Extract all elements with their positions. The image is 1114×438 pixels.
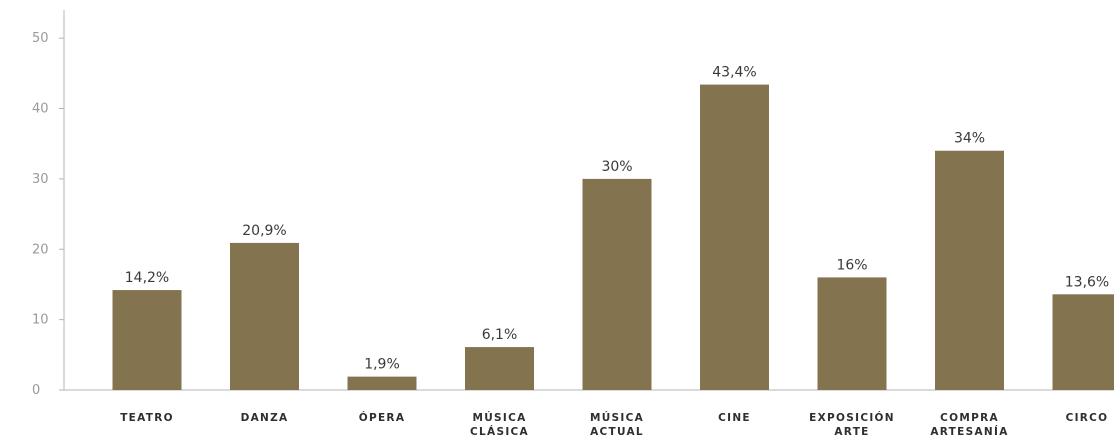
x-tick-label: COMPRA ARTESANÍA [930, 412, 1008, 438]
y-tick-label: 10 [32, 313, 49, 328]
data-label: 6,1% [482, 327, 518, 343]
data-label: 43,4% [712, 65, 756, 81]
x-tick-label-line: MÚSICA [472, 411, 526, 424]
x-tick-label-line: ARTESANÍA [930, 425, 1008, 438]
x-tick-label: CIRCO [1066, 412, 1109, 424]
bar [1052, 294, 1114, 390]
data-label: 30% [601, 159, 632, 175]
x-tick-label-line: ACTUAL [590, 426, 644, 438]
x-tick-label-line: MÚSICA [590, 411, 644, 424]
x-tick-label: MÚSICA CLÁSICA [470, 411, 529, 438]
bar [112, 290, 182, 390]
x-tick-label: MÚSICA ACTUAL [590, 411, 644, 438]
data-label: 13,6% [1065, 274, 1109, 290]
bar [700, 84, 769, 390]
bar [347, 376, 417, 390]
bar [582, 178, 652, 390]
y-tick-label: 20 [32, 242, 49, 257]
y-tick-label: 50 [32, 31, 49, 46]
data-label: 1,9% [364, 357, 400, 373]
bar-series [112, 84, 1114, 390]
y-tick-label: 40 [32, 102, 49, 117]
x-tick-label-line: EXPOSICIÓN [809, 411, 895, 424]
bar [465, 347, 534, 390]
x-tick-label-line: ARTE [834, 426, 869, 438]
bar [935, 150, 1004, 390]
x-tick-label: CINE [718, 412, 751, 424]
x-tick-label-line: CLÁSICA [470, 425, 529, 438]
data-label: 16% [836, 257, 867, 273]
data-label: 14,2% [125, 270, 169, 286]
x-tick-label: TEATRO [120, 412, 174, 424]
x-tick-label-line: TEATRO [120, 412, 174, 424]
x-tick-label: DANZA [241, 412, 289, 424]
x-tick-label-line: COMPRA [940, 412, 999, 424]
data-labels: 14,2% 20,9% 1,9% 6,1% 30% 43,4% 16% 34% 13,6% [125, 65, 1109, 373]
bar [230, 242, 299, 390]
bar [817, 277, 887, 390]
x-tick-label-line: CIRCO [1066, 412, 1109, 424]
data-label: 34% [954, 131, 985, 147]
x-tick-label-line: CINE [718, 412, 751, 424]
y-tick-label: 30 [32, 172, 49, 187]
x-tick-label-line: ÓPERA [359, 411, 406, 424]
x-tick-label-line: DANZA [241, 412, 289, 424]
y-tick-label: 0 [32, 383, 40, 398]
x-tick-label: ÓPERA [359, 411, 406, 424]
data-label: 20,9% [242, 223, 286, 239]
x-tick-label: EXPOSICIÓN ARTE [809, 411, 895, 438]
